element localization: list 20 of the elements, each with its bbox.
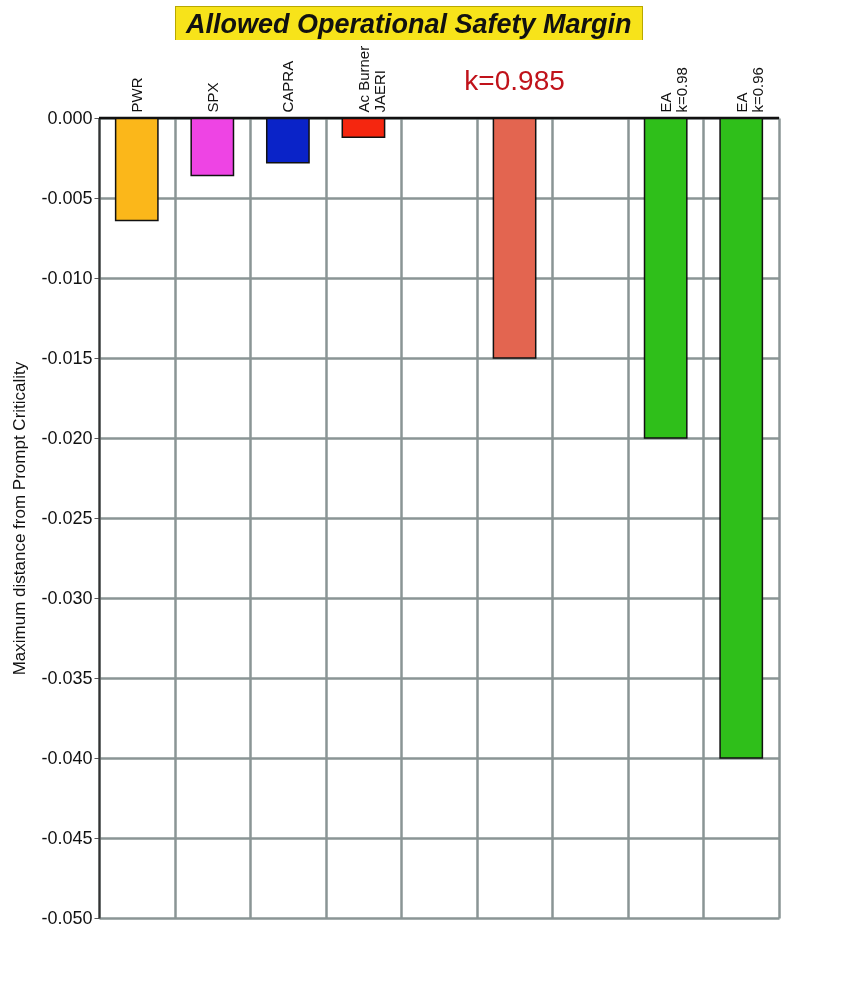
text: k=0.985 <box>464 65 565 96</box>
y-tick-label: -0.025 <box>41 507 93 528</box>
chart-title: Allowed Operational Safety Margin <box>175 6 643 43</box>
x-tick-label: Ac Burner JAERI <box>354 45 388 113</box>
y-tick-label: -0.035 <box>41 667 93 688</box>
y-tick-label: -0.045 <box>41 827 93 848</box>
y-tick-label: -0.030 <box>41 587 93 608</box>
x-tick-label: EA k=0.96 <box>732 67 766 113</box>
y-tick-label: -0.015 <box>41 347 93 368</box>
y-tick-label: -0.040 <box>41 747 93 768</box>
y-tick-label: -0.050 <box>41 907 93 928</box>
y-tick-label: -0.005 <box>41 187 93 208</box>
x-tick-label: PWR <box>128 77 146 113</box>
x-tick-label: CAPRA <box>279 60 297 113</box>
x-tick-label: SPX <box>203 82 221 113</box>
x-tick-label: EA k=0.98 <box>657 67 691 113</box>
y-tick-label: -0.020 <box>41 427 93 448</box>
y-tick-label: 0.000 <box>47 107 93 128</box>
y-axis-title: Maximum distance from Prompt Criticality <box>10 361 30 676</box>
y-tick-label: -0.010 <box>41 267 93 288</box>
